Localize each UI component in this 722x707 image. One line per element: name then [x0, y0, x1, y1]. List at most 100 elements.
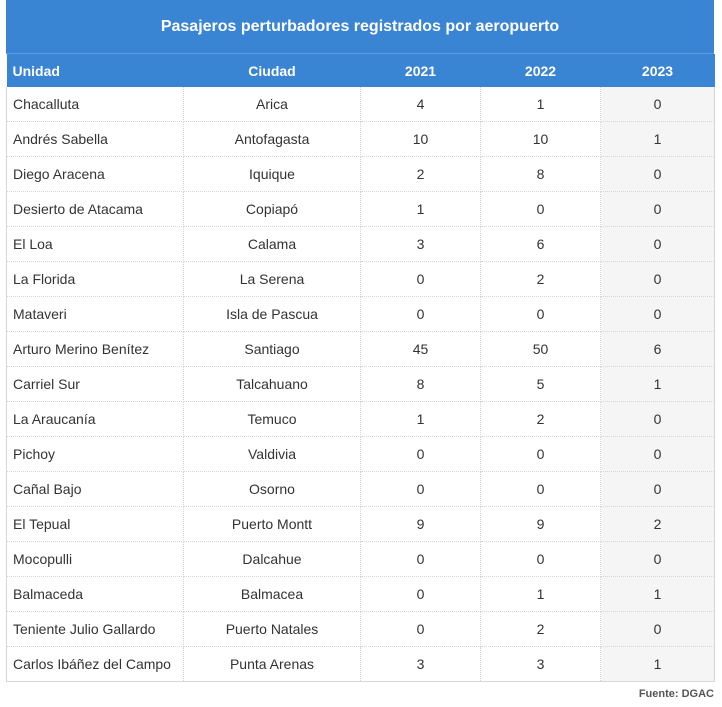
cell-ciudad: Valdivia: [183, 436, 361, 472]
table-widget: Pasajeros perturbadores registrados por …: [6, 0, 715, 682]
cell-ciudad: Dalcahue: [183, 541, 361, 577]
table-row: Andrés Sabella Antofagasta 10 10 1: [6, 121, 715, 157]
cell-2021: 9: [360, 506, 481, 542]
cell-2021: 0: [360, 471, 481, 507]
cell-2022: 9: [480, 506, 601, 542]
cell-2023: 0: [600, 191, 715, 227]
airport-table: Unidad Ciudad 2021 2022 2023 Chacalluta A…: [6, 54, 715, 682]
cell-ciudad: Calama: [183, 226, 361, 262]
cell-2023: 1: [600, 121, 715, 157]
table-row: Chacalluta Arica 4 1 0: [6, 87, 715, 122]
cell-2022: 1: [480, 87, 601, 122]
cell-2023: 0: [600, 541, 715, 577]
column-header-ciudad: Ciudad: [183, 54, 361, 87]
table-row: Carriel Sur Talcahuano 8 5 1: [6, 366, 715, 402]
cell-2021: 0: [360, 296, 481, 332]
cell-unidad: Cañal Bajo: [6, 471, 184, 507]
cell-unidad: La Florida: [6, 261, 184, 297]
cell-2023: 1: [600, 646, 715, 682]
cell-unidad: Arturo Merino Benítez: [6, 331, 184, 367]
cell-ciudad: Copiapó: [183, 191, 361, 227]
cell-ciudad: Puerto Montt: [183, 506, 361, 542]
cell-2021: 1: [360, 401, 481, 437]
cell-2021: 8: [360, 366, 481, 402]
cell-unidad: El Loa: [6, 226, 184, 262]
cell-2023: 0: [600, 226, 715, 262]
cell-2022: 1: [480, 576, 601, 612]
cell-ciudad: Iquique: [183, 156, 361, 192]
cell-ciudad: Balmacea: [183, 576, 361, 612]
cell-2022: 2: [480, 261, 601, 297]
cell-2021: 10: [360, 121, 481, 157]
cell-2023: 1: [600, 366, 715, 402]
table-row: Cañal Bajo Osorno 0 0 0: [6, 471, 715, 507]
cell-ciudad: La Serena: [183, 261, 361, 297]
cell-2022: 0: [480, 191, 601, 227]
cell-unidad: Carriel Sur: [6, 366, 184, 402]
header-row: Unidad Ciudad 2021 2022 2023: [6, 54, 715, 87]
column-header-2021: 2021: [360, 54, 481, 87]
cell-2021: 45: [360, 331, 481, 367]
cell-unidad: Balmaceda: [6, 576, 184, 612]
cell-unidad: Pichoy: [6, 436, 184, 472]
cell-2023: 0: [600, 296, 715, 332]
table-row: Balmaceda Balmacea 0 1 1: [6, 576, 715, 612]
cell-2022: 0: [480, 541, 601, 577]
cell-2023: 0: [600, 471, 715, 507]
column-header-2023: 2023: [600, 54, 715, 87]
table-row: Arturo Merino Benítez Santiago 45 50 6: [6, 331, 715, 367]
cell-unidad: Mataveri: [6, 296, 184, 332]
cell-2023: 0: [600, 261, 715, 297]
table-row: Carlos Ibáñez del Campo Punta Arenas 3 3 1: [6, 646, 715, 682]
cell-2021: 1: [360, 191, 481, 227]
cell-unidad: Teniente Julio Gallardo: [6, 611, 184, 647]
cell-ciudad: Antofagasta: [183, 121, 361, 157]
cell-2023: 0: [600, 436, 715, 472]
table-row: Pichoy Valdivia 0 0 0: [6, 436, 715, 472]
cell-2021: 3: [360, 646, 481, 682]
cell-ciudad: Isla de Pascua: [183, 296, 361, 332]
cell-2022: 0: [480, 296, 601, 332]
cell-unidad: Desierto de Atacama: [6, 191, 184, 227]
table-row: Desierto de Atacama Copiapó 1 0 0: [6, 191, 715, 227]
table-body: Chacalluta Arica 4 1 0 Andrés Sabella Antofaga…: [6, 87, 715, 682]
cell-unidad: Mocopulli: [6, 541, 184, 577]
cell-unidad: La Araucanía: [6, 401, 184, 437]
cell-2021: 0: [360, 436, 481, 472]
table-row: Diego Aracena Iquique 2 8 0: [6, 156, 715, 192]
source-note: Fuente: DGAC: [638, 688, 714, 700]
cell-unidad: Chacalluta: [6, 87, 184, 122]
cell-2022: 5: [480, 366, 601, 402]
cell-2022: 2: [480, 611, 601, 647]
cell-2021: 4: [360, 87, 481, 122]
cell-2021: 0: [360, 611, 481, 647]
cell-ciudad: Punta Arenas: [183, 646, 361, 682]
column-header-2022: 2022: [480, 54, 601, 87]
cell-2022: 50: [480, 331, 601, 367]
cell-2023: 0: [600, 87, 715, 122]
cell-2021: 0: [360, 576, 481, 612]
cell-2022: 2: [480, 401, 601, 437]
table-row: Mataveri Isla de Pascua 0 0 0: [6, 296, 715, 332]
cell-2021: 0: [360, 261, 481, 297]
cell-2021: 3: [360, 226, 481, 262]
cell-2022: 6: [480, 226, 601, 262]
table-title: Pasajeros perturbadores registrados por …: [6, 0, 714, 54]
column-header-unidad: Unidad: [6, 54, 184, 87]
table-row: Teniente Julio Gallardo Puerto Natales 0 2 0: [6, 611, 715, 647]
cell-2023: 0: [600, 156, 715, 192]
cell-2023: 0: [600, 611, 715, 647]
cell-2023: 2: [600, 506, 715, 542]
cell-ciudad: Arica: [183, 87, 361, 122]
table-row: El Loa Calama 3 6 0: [6, 226, 715, 262]
cell-ciudad: Puerto Natales: [183, 611, 361, 647]
cell-2021: 2: [360, 156, 481, 192]
cell-2023: 0: [600, 401, 715, 437]
cell-2022: 0: [480, 471, 601, 507]
table-row: La Araucanía Temuco 1 2 0: [6, 401, 715, 437]
cell-2023: 1: [600, 576, 715, 612]
cell-ciudad: Osorno: [183, 471, 361, 507]
cell-ciudad: Temuco: [183, 401, 361, 437]
cell-2022: 10: [480, 121, 601, 157]
cell-2023: 6: [600, 331, 715, 367]
